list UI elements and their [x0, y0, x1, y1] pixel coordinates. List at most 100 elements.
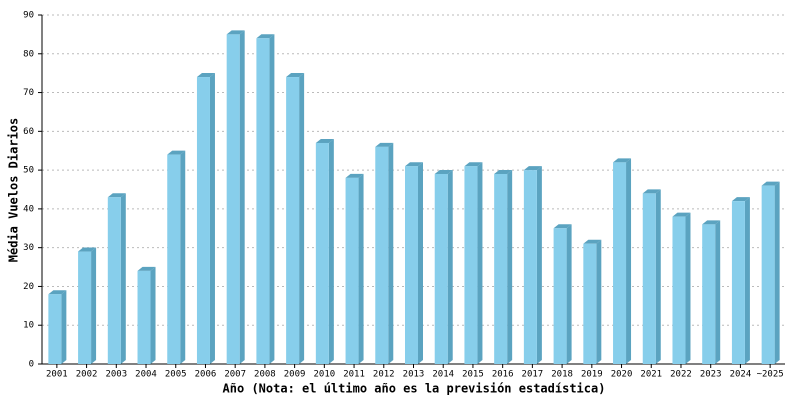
bar — [286, 77, 300, 365]
bar-top — [464, 162, 483, 167]
y-tick-label: 30 — [23, 243, 34, 253]
x-tick-label: 2022 — [670, 370, 692, 380]
x-tick-label: 2015 — [462, 370, 484, 380]
bar — [702, 224, 716, 364]
x-tick-label: 2008 — [254, 370, 276, 380]
x-tick-label: 2006 — [195, 370, 217, 380]
bar-side — [418, 162, 423, 364]
bar-top — [731, 197, 750, 202]
x-tick-label: 2019 — [581, 370, 603, 380]
x-tick-label: 2021 — [640, 370, 662, 380]
bar-side — [180, 150, 186, 364]
bar-side — [655, 189, 661, 364]
bar — [494, 173, 508, 364]
bar — [731, 201, 745, 364]
bar-top — [523, 166, 542, 171]
x-tick-label: 2002 — [76, 370, 98, 380]
bar-top — [405, 162, 423, 167]
x-tick-label: 2004 — [135, 370, 157, 380]
bar-side — [536, 166, 542, 364]
bar-top — [761, 181, 780, 186]
bar-top — [702, 220, 721, 225]
x-tick-label: 2012 — [373, 370, 395, 380]
bar-top — [286, 73, 305, 78]
y-tick-label: 70 — [23, 88, 34, 98]
bar-top — [107, 193, 126, 198]
y-tick-label: 60 — [23, 127, 34, 137]
bar-top — [315, 138, 334, 143]
bar-side — [774, 181, 780, 364]
bar — [523, 170, 537, 364]
bar-side — [477, 162, 483, 364]
bar — [642, 193, 656, 364]
bar-side — [626, 158, 632, 364]
x-tick-label: 2016 — [492, 370, 514, 380]
bar — [196, 77, 210, 365]
bar-side — [120, 193, 126, 364]
bar — [613, 162, 627, 364]
x-tick-label: 2024 — [730, 370, 752, 380]
bar-side — [299, 73, 305, 365]
bar-top — [553, 224, 572, 229]
bar-side — [447, 169, 453, 364]
bar-top — [256, 34, 275, 39]
bar — [137, 270, 151, 364]
bar-side — [744, 197, 750, 364]
y-tick-label: 0 — [29, 360, 34, 370]
bar — [434, 173, 448, 364]
x-tick-label: 2014 — [432, 370, 454, 380]
x-tick-label: 2023 — [700, 370, 722, 380]
x-tick-label: 2001 — [46, 370, 68, 380]
bar — [405, 166, 418, 364]
bar-side — [685, 212, 691, 364]
bar — [256, 38, 270, 365]
x-tick-label: 2009 — [284, 370, 306, 380]
x-tick-label: 2003 — [105, 370, 127, 380]
bar-side — [150, 266, 156, 364]
y-tick-label: 40 — [23, 204, 34, 214]
bar — [553, 228, 567, 364]
bar-side — [328, 138, 334, 364]
bar-top — [78, 247, 97, 252]
bar-top — [613, 158, 632, 163]
bar — [672, 216, 686, 364]
x-axis-title: Año (Nota: el último año es la previsión… — [223, 382, 606, 396]
x-tick-label: 2011 — [343, 370, 365, 380]
bar-side — [358, 173, 364, 364]
bar — [78, 251, 92, 364]
bar-top — [137, 266, 156, 271]
bar-top — [226, 30, 245, 35]
bar-top — [494, 169, 513, 174]
bar-side — [596, 239, 602, 364]
bar — [583, 243, 597, 364]
bar — [464, 166, 478, 364]
bar-top — [583, 239, 602, 244]
x-tick-label: 2005 — [165, 370, 187, 380]
bar — [48, 294, 62, 364]
bar-side — [507, 169, 513, 364]
bar-top — [434, 169, 453, 174]
bar-top — [672, 212, 691, 217]
bar-side — [239, 30, 245, 365]
bar — [761, 185, 775, 364]
bar-side — [566, 224, 572, 364]
bar-top — [196, 73, 215, 78]
bar — [345, 177, 359, 364]
bar-side — [61, 290, 67, 364]
x-tick-label: 2020 — [611, 370, 633, 380]
x-tick-label: 2018 — [551, 370, 573, 380]
bar — [315, 142, 329, 364]
bar-top — [642, 189, 661, 194]
bar-top — [375, 142, 394, 147]
bar-side — [715, 220, 721, 364]
bar — [226, 34, 240, 365]
bar-side — [91, 247, 97, 364]
x-tick-label: 2013 — [403, 370, 425, 380]
bar — [107, 197, 121, 364]
bar-side — [388, 142, 394, 364]
bar-top — [167, 150, 186, 155]
x-tick-label: 2007 — [224, 370, 246, 380]
bar-side — [209, 73, 215, 365]
